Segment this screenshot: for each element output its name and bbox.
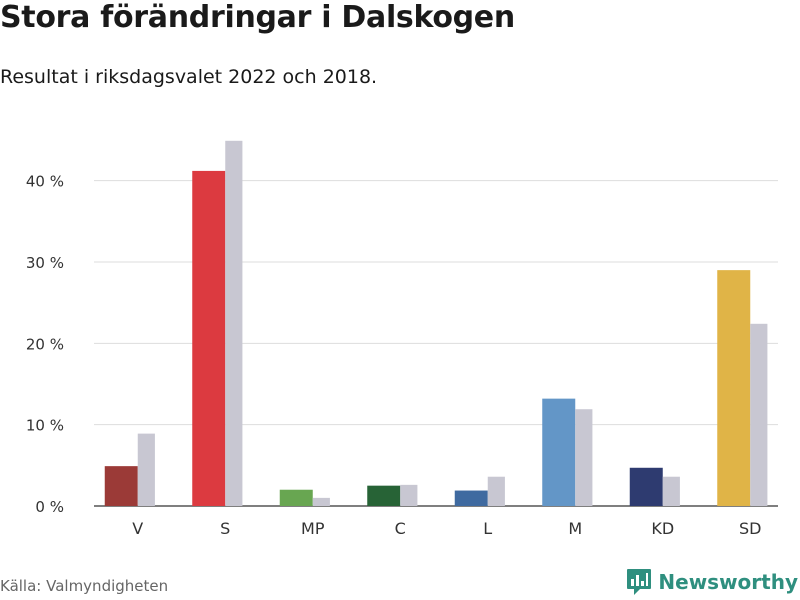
x-tick-label: KD (651, 519, 674, 538)
bar-2018-kd (662, 476, 680, 506)
x-tick-label: SD (739, 519, 761, 538)
bar-2022-m (542, 398, 576, 506)
bar-2018-l (487, 476, 505, 506)
bar-chart-logo-icon (626, 568, 652, 596)
bar-2022-v (104, 466, 138, 506)
bars (104, 140, 768, 506)
bar-2022-kd (629, 467, 663, 506)
x-tick-label: M (568, 519, 582, 538)
y-tick-label: 10 % (26, 417, 64, 435)
x-axis-tick-labels: V S MP C L M KD SD (132, 519, 761, 538)
bar-2018-v (137, 433, 155, 506)
x-tick-label: L (483, 519, 492, 538)
chart-subtitle: Resultat i riksdagsvalet 2022 och 2018. (0, 66, 378, 88)
brand-logo: Newsworthy (626, 568, 798, 596)
bar-2022-sd (717, 270, 751, 506)
y-axis-tick-labels: 0 % 10 % 20 % 30 % 40 % (26, 173, 64, 516)
x-tick-label: MP (301, 519, 325, 538)
bar-2022-l (454, 490, 488, 506)
y-tick-label: 20 % (26, 335, 64, 353)
y-tick-label: 30 % (26, 254, 64, 272)
bar-2022-s (192, 170, 226, 506)
x-tick-label: V (132, 519, 143, 538)
source-note: Källa: Valmyndigheten (0, 577, 169, 595)
chart-title: Stora förändringar i Dalskogen (0, 0, 515, 35)
bar-2018-sd (750, 323, 768, 506)
bar-2018-s (225, 140, 243, 506)
bar-2018-c (400, 484, 418, 506)
brand-name: Newsworthy (658, 570, 798, 594)
bar-2022-mp (279, 489, 313, 506)
bar-2018-m (575, 409, 593, 506)
y-tick-label: 40 % (26, 173, 64, 191)
bar-2018-mp (312, 497, 330, 506)
x-tick-label: C (395, 519, 406, 538)
y-tick-label: 0 % (35, 498, 64, 516)
bar-2022-c (367, 485, 401, 506)
x-tick-label: S (220, 519, 230, 538)
